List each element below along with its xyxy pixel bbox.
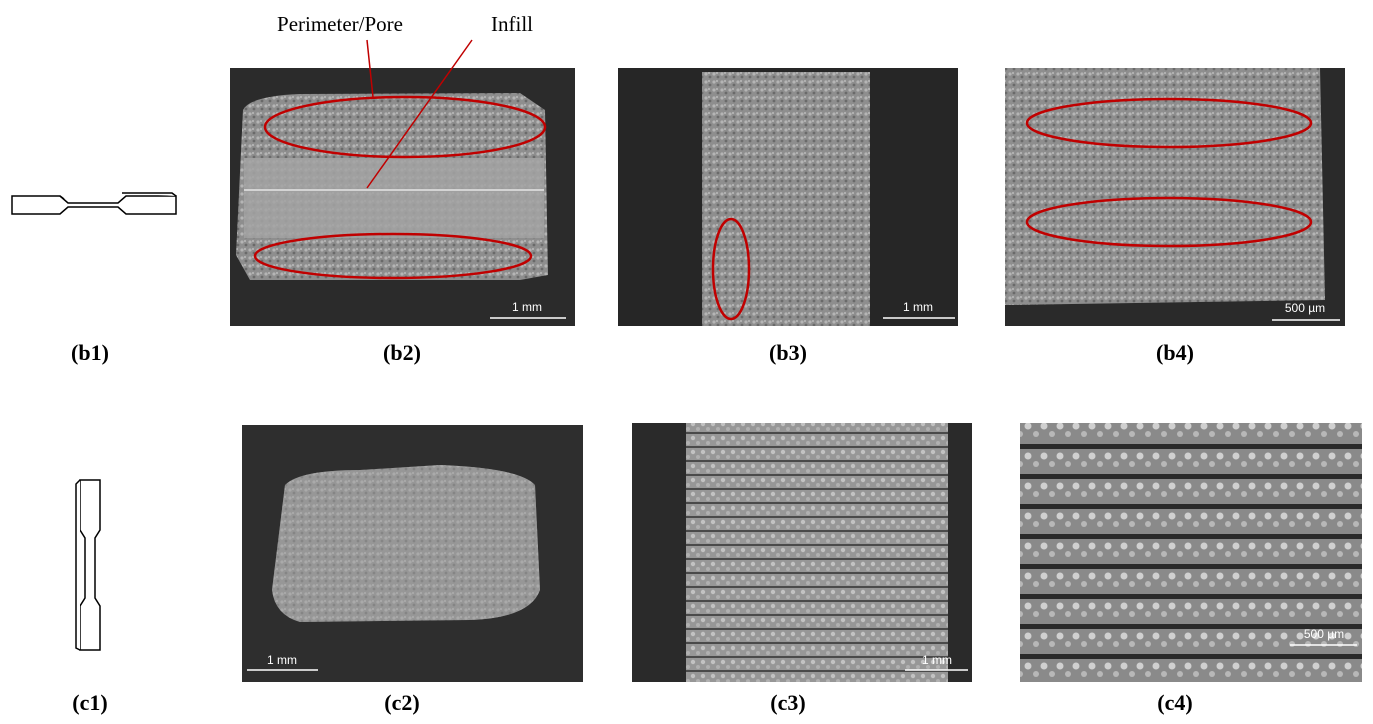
panel-label: (c3) — [770, 690, 805, 715]
scale-bar-label: 1 mm — [512, 300, 542, 314]
figure: Perimeter/Pore Infill — [0, 0, 1373, 724]
sem-image — [632, 423, 972, 682]
scale-bar-label: 500 µm — [1285, 301, 1325, 315]
panel-label: (b1) — [71, 340, 109, 365]
sem-image — [1005, 68, 1345, 326]
sem-image — [618, 68, 958, 326]
panel-label: (b2) — [383, 340, 421, 365]
scale-bar-label: 1 mm — [903, 300, 933, 314]
panel-label: (c2) — [384, 690, 419, 715]
annotation: Infill — [491, 12, 533, 36]
specimen-drawing — [76, 480, 100, 650]
sem-image — [1020, 423, 1362, 682]
scale-bar-label: 1 mm — [267, 653, 297, 667]
sem-image — [242, 425, 583, 682]
specimen-drawing — [12, 193, 176, 214]
scale-bar-label: 1 mm — [922, 653, 952, 667]
panel-label: (c1) — [72, 690, 107, 715]
panel-label: (c4) — [1157, 690, 1192, 715]
scale-bar-label: 500 µm — [1304, 627, 1344, 641]
panel-label: (b4) — [1156, 340, 1194, 365]
annotation: Perimeter/Pore — [277, 12, 403, 36]
sem-image — [230, 68, 575, 326]
panel-label: (b3) — [769, 340, 807, 365]
